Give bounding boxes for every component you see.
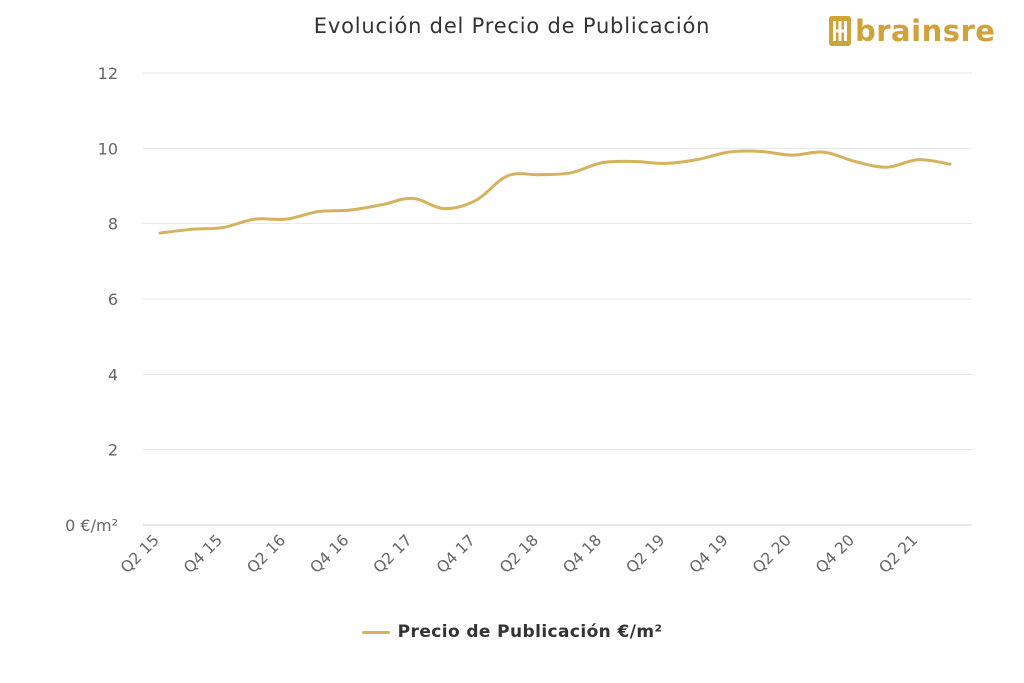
legend-label: Precio de Publicación €/m² [397, 622, 663, 642]
y-tick-label: 0 €/m² [65, 516, 118, 535]
series-layer [158, 149, 952, 235]
brainsre-logo-icon [829, 16, 851, 46]
legend[interactable]: Precio de Publicación €/m² [0, 622, 1024, 642]
x-tick-label: Q4 17 [433, 531, 479, 577]
y-axis: 0 €/m² 2 4 6 8 10 12 [65, 64, 118, 535]
x-tick-label: Q4 18 [559, 531, 605, 577]
x-tick-label: Q4 19 [686, 531, 732, 577]
x-tick-label: Q4 15 [180, 531, 226, 577]
x-tick-label: Q2 21 [875, 531, 921, 577]
x-tick-label: Q2 15 [117, 531, 163, 577]
y-tick-label: 10 [98, 139, 118, 158]
y-tick-label: 2 [108, 441, 118, 460]
legend-swatch [361, 630, 390, 634]
brainsre-logo: brainsre [829, 14, 995, 48]
series-line [158, 149, 952, 235]
x-tick-label: Q4 16 [307, 531, 353, 577]
chart-title: Evolución del Precio de Publicación [313, 14, 711, 38]
x-tick-label: Q4 20 [812, 531, 858, 577]
x-tick-label: Q2 18 [496, 531, 542, 577]
y-tick-label: 12 [98, 64, 118, 83]
x-tick-label: Q2 16 [243, 531, 289, 577]
x-tick-label: Q2 19 [623, 531, 669, 577]
y-tick-label: 8 [108, 215, 118, 234]
y-tick-label: 6 [108, 290, 118, 309]
y-tick-label: 4 [108, 365, 118, 384]
x-tick-label: Q2 20 [749, 531, 795, 577]
x-tick-label: Q2 17 [370, 531, 416, 577]
grid-lines [143, 72, 972, 526]
logo-text: brainsre [855, 13, 996, 48]
x-axis: Q2 15 Q4 15 Q2 16 Q4 16 Q2 17 Q4 17 Q2 18 Q4 18… [117, 531, 921, 577]
